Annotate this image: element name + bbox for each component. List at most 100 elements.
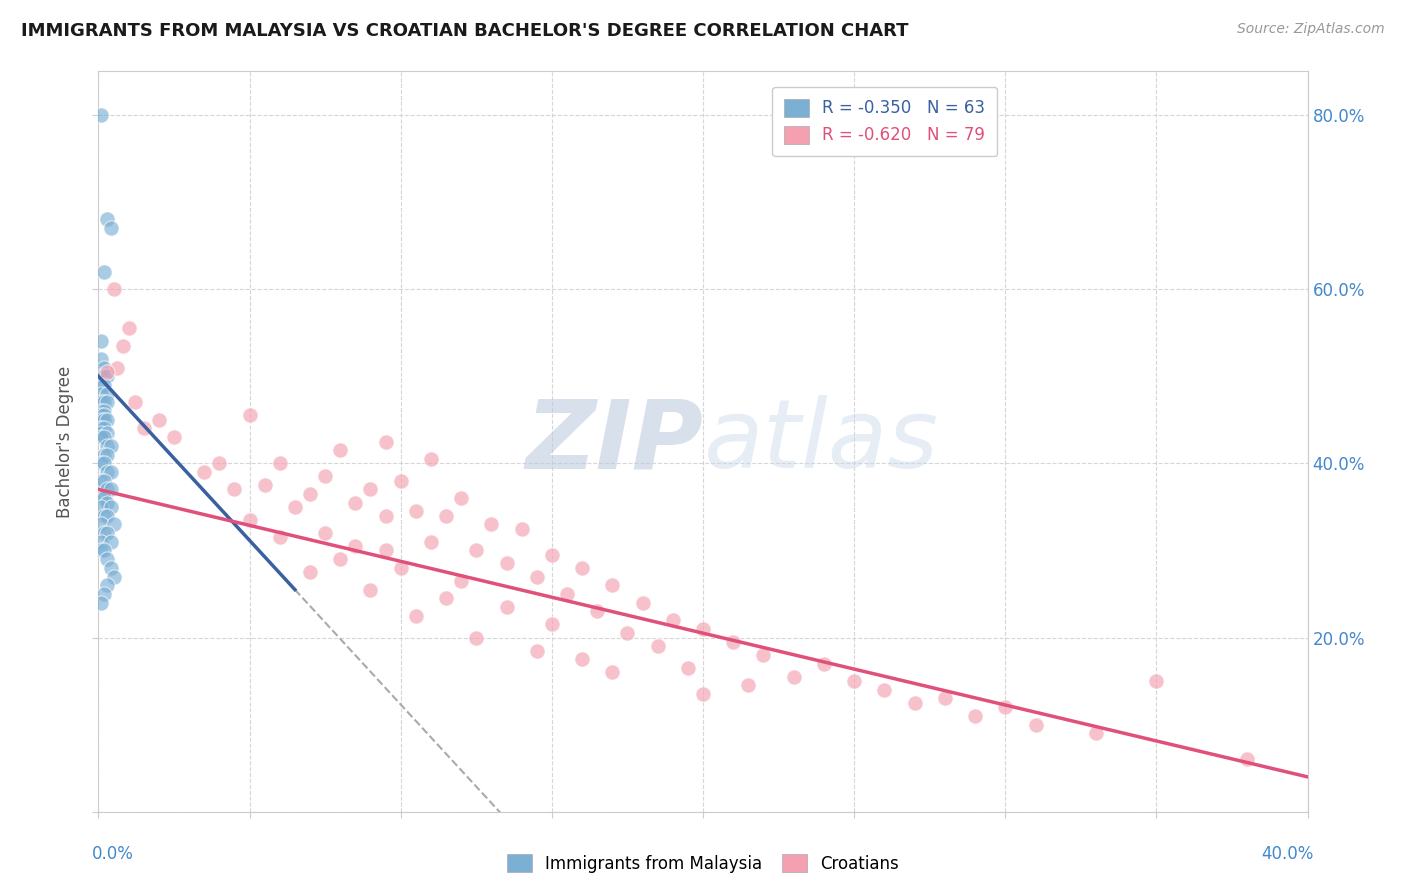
- Point: [994, 700, 1017, 714]
- Point: [314, 469, 336, 483]
- Point: [360, 483, 382, 497]
- Point: [450, 574, 472, 588]
- Point: [495, 557, 517, 571]
- Point: [103, 282, 125, 296]
- Point: [465, 631, 488, 645]
- Point: [676, 661, 699, 675]
- Point: [90, 351, 112, 366]
- Point: [374, 543, 396, 558]
- Point: [93, 587, 115, 601]
- Point: [90, 534, 112, 549]
- Point: [90, 369, 112, 384]
- Point: [571, 561, 593, 575]
- Point: [329, 552, 352, 566]
- Point: [93, 456, 115, 470]
- Point: [450, 491, 472, 505]
- Legend: Immigrants from Malaysia, Croatians: Immigrants from Malaysia, Croatians: [501, 847, 905, 880]
- Point: [616, 626, 638, 640]
- Point: [193, 465, 215, 479]
- Point: [481, 517, 503, 532]
- Point: [96, 212, 118, 227]
- Point: [405, 504, 427, 518]
- Point: [692, 687, 714, 701]
- Point: [495, 600, 517, 615]
- Point: [163, 430, 186, 444]
- Point: [100, 221, 122, 235]
- Point: [96, 365, 118, 379]
- Point: [118, 321, 141, 335]
- Point: [93, 508, 115, 523]
- Point: [586, 604, 609, 618]
- Point: [239, 513, 262, 527]
- Point: [269, 456, 291, 470]
- Point: [737, 678, 759, 692]
- Point: [96, 508, 118, 523]
- Point: [90, 474, 112, 488]
- Point: [105, 360, 128, 375]
- Point: [389, 474, 412, 488]
- Point: [90, 517, 112, 532]
- Point: [96, 552, 118, 566]
- Point: [124, 395, 146, 409]
- Point: [284, 500, 307, 514]
- Text: 0.0%: 0.0%: [93, 845, 134, 863]
- Point: [93, 474, 115, 488]
- Point: [93, 543, 115, 558]
- Text: IMMIGRANTS FROM MALAYSIA VS CROATIAN BACHELOR'S DEGREE CORRELATION CHART: IMMIGRANTS FROM MALAYSIA VS CROATIAN BAC…: [21, 22, 908, 40]
- Point: [723, 635, 745, 649]
- Point: [96, 495, 118, 509]
- Point: [93, 378, 115, 392]
- Point: [100, 465, 122, 479]
- Point: [96, 425, 118, 440]
- Point: [148, 413, 170, 427]
- Point: [1024, 717, 1046, 731]
- Point: [344, 539, 367, 553]
- Legend: R = -0.350   N = 63, R = -0.620   N = 79: R = -0.350 N = 63, R = -0.620 N = 79: [772, 87, 997, 156]
- Point: [100, 439, 122, 453]
- Point: [661, 613, 683, 627]
- Point: [602, 578, 624, 592]
- Point: [90, 386, 112, 401]
- Point: [93, 413, 115, 427]
- Point: [96, 465, 118, 479]
- Point: [299, 487, 322, 501]
- Point: [90, 456, 112, 470]
- Point: [555, 587, 578, 601]
- Point: [752, 648, 775, 662]
- Point: [90, 425, 112, 440]
- Point: [96, 395, 118, 409]
- Point: [93, 369, 115, 384]
- Point: [93, 360, 115, 375]
- Text: ZIP: ZIP: [524, 395, 703, 488]
- Point: [132, 421, 155, 435]
- Point: [813, 657, 835, 671]
- Point: [526, 643, 548, 657]
- Y-axis label: Bachelor's Degree: Bachelor's Degree: [56, 366, 75, 517]
- Point: [90, 430, 112, 444]
- Point: [90, 395, 112, 409]
- Point: [93, 404, 115, 418]
- Point: [96, 413, 118, 427]
- Point: [90, 596, 112, 610]
- Point: [374, 508, 396, 523]
- Point: [934, 691, 956, 706]
- Text: atlas: atlas: [703, 395, 938, 488]
- Point: [571, 652, 593, 666]
- Point: [1236, 752, 1258, 766]
- Point: [602, 665, 624, 680]
- Point: [647, 639, 669, 653]
- Point: [90, 108, 112, 122]
- Point: [100, 500, 122, 514]
- Point: [344, 495, 367, 509]
- Point: [93, 409, 115, 423]
- Point: [239, 409, 262, 423]
- Point: [526, 569, 548, 583]
- Point: [100, 534, 122, 549]
- Text: 40.0%: 40.0%: [1261, 845, 1313, 863]
- Point: [90, 491, 112, 505]
- Point: [96, 483, 118, 497]
- Point: [100, 483, 122, 497]
- Point: [329, 443, 352, 458]
- Point: [96, 448, 118, 462]
- Text: Source: ZipAtlas.com: Source: ZipAtlas.com: [1237, 22, 1385, 37]
